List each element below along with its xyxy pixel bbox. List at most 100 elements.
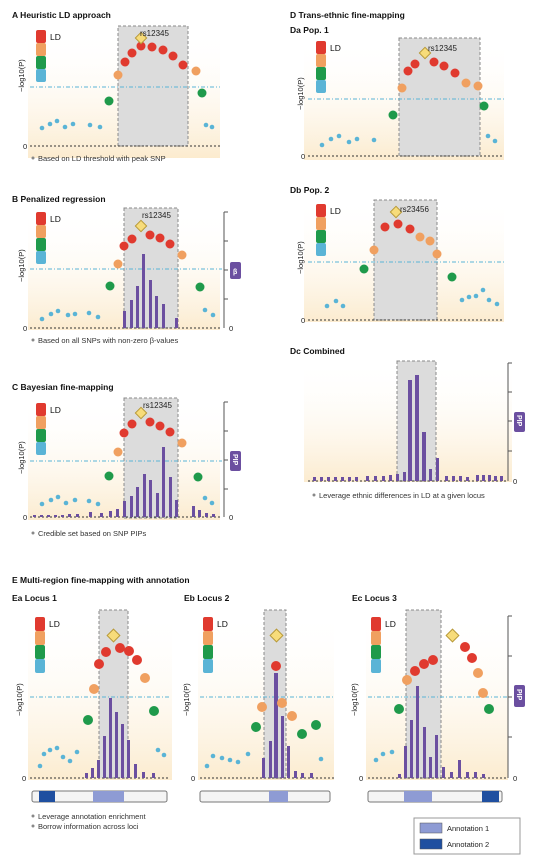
snp-point: [277, 698, 287, 708]
snp-point: [389, 749, 395, 755]
beta-badge: [230, 262, 241, 279]
pip-bar: [212, 514, 215, 517]
pip-bar: [313, 477, 316, 481]
snp-point: [439, 61, 449, 71]
lead-snp-marker: [106, 628, 121, 643]
pip-bar: [130, 496, 133, 517]
pip-bar: [123, 501, 126, 517]
annotation-1-swatch: [419, 822, 443, 834]
snp-point: [450, 68, 460, 78]
pip-bar: [152, 773, 155, 778]
pip-bar: [442, 767, 445, 778]
pip-bar: [54, 515, 57, 517]
lead-snp-label: rs12345: [140, 29, 169, 38]
snp-point: [177, 438, 187, 448]
ld-swatch-green: [316, 230, 326, 243]
ld-region: [398, 37, 481, 157]
ld-label: LD: [49, 619, 60, 629]
y-axis-label: −log10(P): [15, 683, 24, 716]
snp-point: [191, 66, 201, 76]
ld-swatch-red: [36, 30, 46, 43]
pip-bar: [175, 500, 178, 517]
pip-bar: [68, 514, 71, 517]
pip-bar: [389, 475, 392, 481]
snp-point: [210, 312, 216, 318]
snp-point: [336, 133, 342, 139]
snp-point: [54, 745, 60, 751]
panel-da-title: Da Pop. 1: [290, 25, 329, 35]
ld-swatch-red: [371, 617, 381, 631]
pip-bar: [355, 477, 358, 481]
beta-axis: 0 β: [223, 211, 241, 333]
pip-axis: 0 PIP: [507, 362, 525, 486]
snp-point: [405, 224, 415, 234]
snp-point: [459, 297, 465, 303]
y-zero-tick: 0: [359, 774, 363, 783]
pip-bar: [327, 477, 330, 481]
pip-bar: [404, 746, 407, 778]
pip-bar: [382, 476, 385, 481]
ld-label: LD: [50, 405, 61, 415]
pip-bar: [500, 476, 503, 481]
snp-point: [37, 763, 43, 769]
snp-point: [447, 272, 457, 282]
snp-point: [359, 264, 369, 274]
snp-point: [195, 282, 205, 292]
snp-point: [39, 125, 45, 131]
snp-point: [39, 316, 45, 322]
lead-snp-marker: [418, 46, 432, 60]
snp-point: [55, 308, 61, 314]
panel-db-title: Db Pop. 2: [290, 185, 329, 195]
beta-badge-label: β: [233, 269, 238, 276]
ld-swatch-orange: [203, 631, 213, 645]
pip-bar: [116, 509, 119, 517]
snp-point: [380, 222, 390, 232]
ld-swatch-blue: [36, 251, 46, 264]
ld-swatch-blue: [316, 80, 326, 93]
pip-zero-tick: 0: [229, 513, 233, 522]
snp-point: [484, 704, 494, 714]
pip-bar: [294, 771, 297, 778]
snp-point: [124, 646, 134, 656]
annotation-track: [31, 790, 168, 803]
panel-e-caption-2: Borrow information across loci: [38, 822, 139, 831]
panel-d-caption: Leverage ethnic differences in LD at a g…: [319, 491, 485, 500]
pip-bar: [435, 735, 438, 778]
snp-point: [60, 754, 66, 760]
pip-bar: [109, 511, 112, 517]
y-axis-label: −log10(P): [350, 683, 359, 716]
pip-badge-label: PIP: [515, 415, 522, 427]
snp-point: [119, 428, 129, 438]
snp-points: [319, 46, 498, 148]
ld-swatch-red: [203, 617, 213, 631]
pip-bar: [482, 475, 485, 481]
y-axis-label: −log10(P): [296, 77, 305, 110]
bullet-icon: [312, 493, 316, 497]
pip-bar: [91, 768, 94, 778]
ld-label: LD: [330, 206, 341, 216]
ld-swatch-blue: [316, 243, 326, 256]
pip-bar: [450, 772, 453, 778]
snp-point: [311, 720, 321, 730]
lead-snp-marker: [269, 628, 284, 643]
ld-label: LD: [50, 214, 61, 224]
panel-eb-title: Eb Locus 2: [184, 593, 230, 603]
snp-point: [47, 747, 53, 753]
pip-bar: [61, 515, 64, 517]
pip-bar: [127, 740, 130, 778]
snp-point: [460, 642, 470, 652]
snp-point: [486, 297, 492, 303]
ld-legend: LD: [36, 30, 61, 82]
snp-point: [410, 666, 420, 676]
y-zero-tick: 0: [301, 316, 305, 325]
ld-swatch-red: [35, 617, 45, 631]
pip-bars: [262, 673, 313, 778]
ld-swatch-blue: [371, 659, 381, 673]
annotation-1-block: [269, 791, 288, 802]
beta-bar: [142, 254, 145, 328]
snp-point: [251, 722, 261, 732]
snp-point: [371, 137, 377, 143]
snp-point: [340, 303, 346, 309]
snp-point: [113, 259, 123, 269]
snp-point: [318, 756, 324, 762]
